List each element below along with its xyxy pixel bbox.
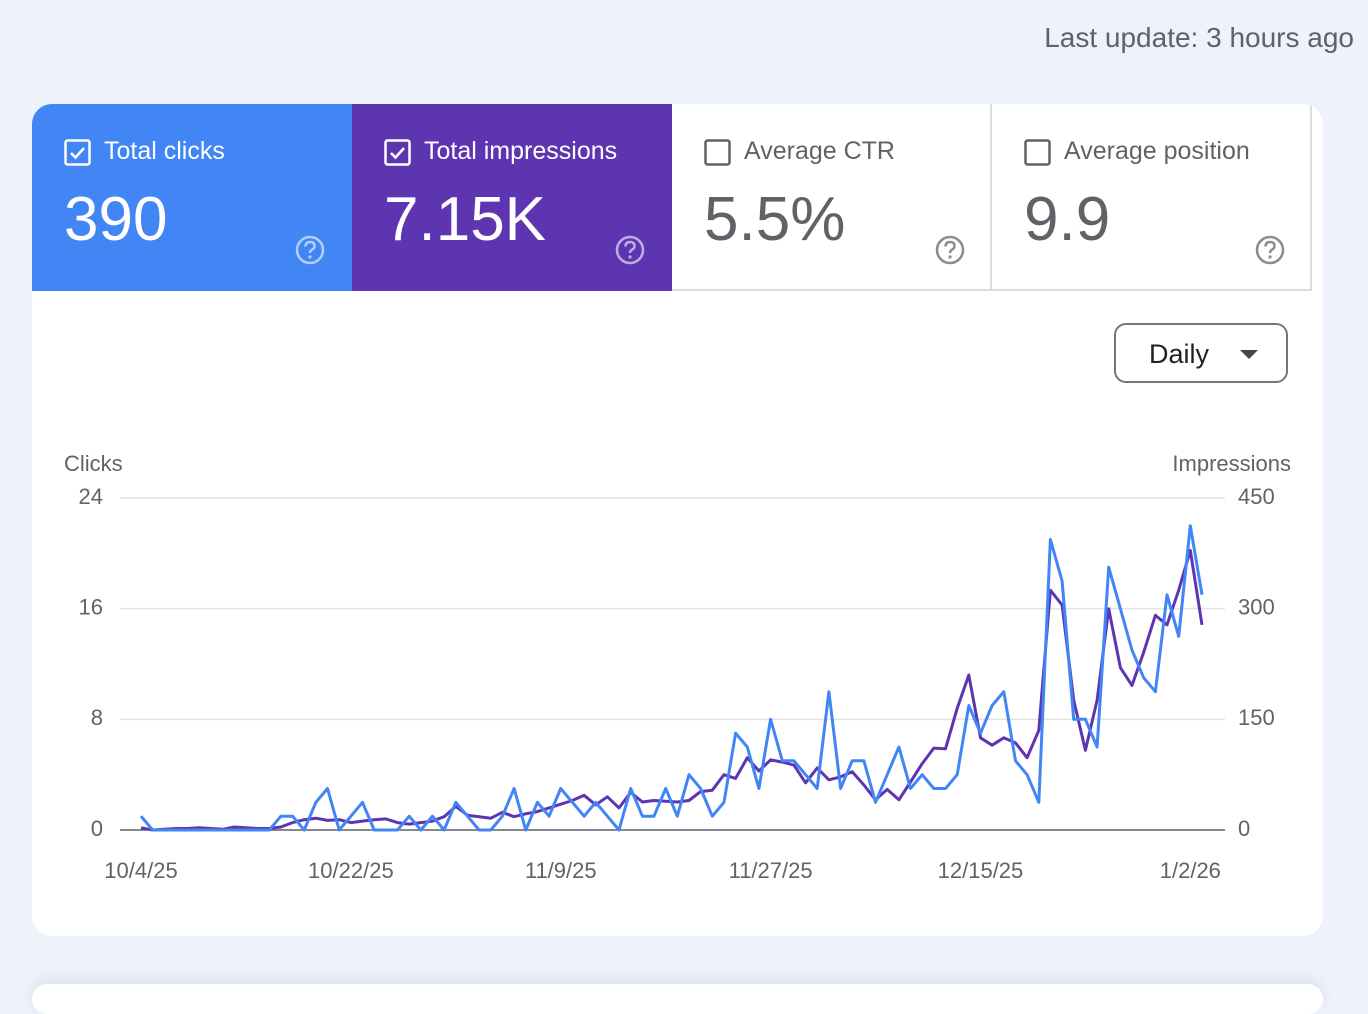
x-tick-label: 11/9/25 [525,858,597,883]
help-icon[interactable] [1254,234,1286,266]
page: Last update: 3 hours ago Total clicks 390… [32,22,1354,1014]
y-tick-label: 24 [79,484,103,509]
y2-tick-label: 0 [1238,816,1250,841]
period-label: Daily [1149,339,1210,369]
x-tick-label: 10/4/25 [104,858,177,883]
help-icon[interactable] [614,234,646,266]
x-tick-label: 11/27/25 [729,858,813,883]
period-select[interactable]: Daily [1114,323,1288,383]
checkbox[interactable] [1024,139,1052,167]
checkbox[interactable] [64,139,92,167]
metric-tiles: Total clicks 390 Total impressions 7.15K Ave… [32,104,1312,291]
y2-axis-title: Impressions [1172,451,1291,476]
checkbox[interactable] [704,139,732,167]
series-line [139,524,1204,832]
help-icon[interactable] [934,234,966,266]
help-icon[interactable] [294,234,326,266]
metric-label: Total clicks [104,137,225,165]
metric-tile[interactable]: Total clicks 390 [32,104,352,291]
x-tick-label: 1/2/26 [1160,858,1221,883]
y-tick-label: 8 [91,705,103,730]
y2-tick-label: 150 [1238,705,1275,730]
metric-value: 5.5% [704,185,846,254]
y2-tick-label: 300 [1238,594,1275,619]
checkbox[interactable] [384,139,412,167]
last-update: Last update: 3 hours ago [1044,22,1354,53]
metric-value: 390 [64,185,168,254]
metric-label: Average CTR [744,137,895,165]
y-axis-title: Clicks [64,451,123,476]
y2-tick-label: 450 [1238,484,1275,509]
metric-tile[interactable]: Average CTR 5.5% [672,104,992,291]
metric-value: 9.9 [1024,185,1111,254]
dropdown-arrow [1240,350,1258,359]
performance-card: Total clicks 390 Total impressions 7.15K Ave… [32,104,1323,936]
y-tick-label: 16 [79,594,103,619]
x-tick-label: 12/15/25 [938,858,1024,883]
x-tick-label: 10/22/25 [308,858,394,883]
chart: Clicks Impressions 0 8 16 24 0 150 300 450 10/4/25… [64,451,1291,883]
metric-tile[interactable]: Total impressions 7.15K [352,104,672,291]
y-tick-label: 0 [91,816,103,841]
metric-label: Total impressions [424,137,618,165]
metric-label: Average position [1064,137,1250,165]
metric-value: 7.15K [384,185,547,254]
metric-tile[interactable]: Average position 9.9 [992,104,1312,291]
